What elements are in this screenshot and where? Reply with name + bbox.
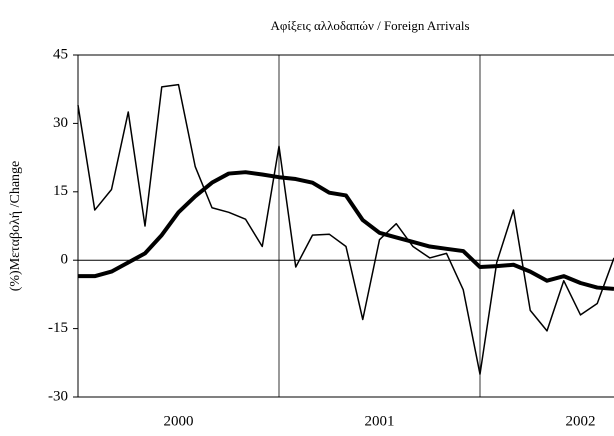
y-tick-label: 15 [53, 183, 68, 199]
series-line [77, 83, 614, 375]
x-tick-label: 2001 [365, 413, 395, 429]
series-line [78, 170, 614, 291]
y-tick-label: -15 [48, 320, 68, 336]
y-axis-label: (%)Μεταβολή /Change [8, 161, 23, 292]
y-tick-label: 45 [53, 46, 68, 62]
y-tick-label: 30 [53, 115, 68, 131]
x-tick-label: 2000 [164, 413, 194, 429]
plot-frame [77, 54, 614, 398]
x-tick-label: 2002 [566, 413, 596, 429]
y-tick-label: 0 [61, 252, 69, 268]
chart-title: Αφίξεις αλλοδαπών / Foreign Arrivals [270, 18, 469, 33]
y-tick-label: -30 [48, 388, 68, 404]
